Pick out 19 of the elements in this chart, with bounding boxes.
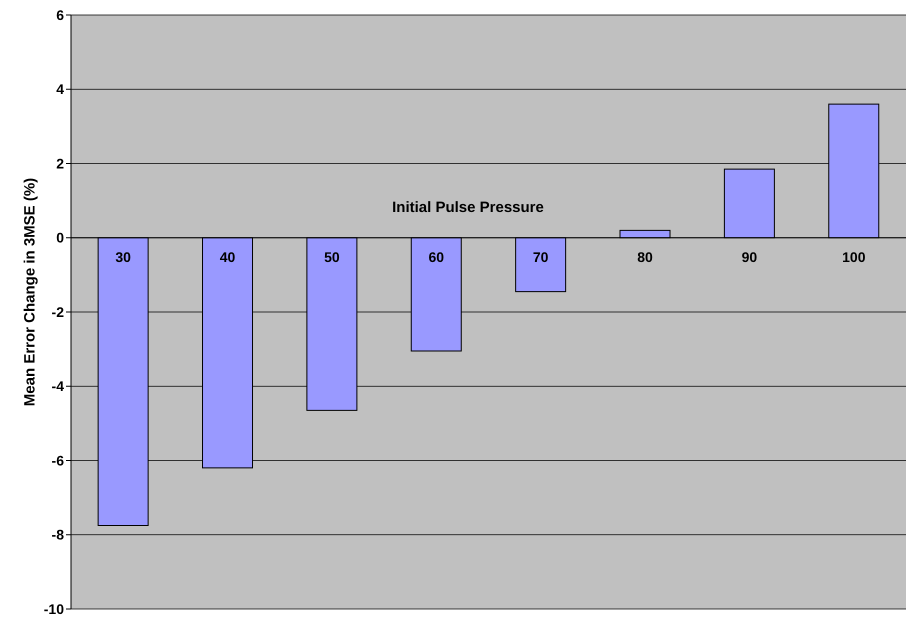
x-tick-label: 60 [428, 248, 444, 265]
y-tick-label: 0 [56, 230, 64, 246]
y-tick-label: -10 [44, 600, 64, 617]
x-axis-title: Initial Pulse Pressure [392, 198, 544, 216]
y-tick-label: -6 [52, 452, 64, 468]
y-tick-label: -4 [52, 378, 64, 394]
x-tick-label: 90 [742, 248, 758, 265]
y-tick-label: 6 [56, 6, 64, 23]
x-tick-label: 40 [220, 248, 236, 265]
x-tick-label: 100 [842, 248, 866, 265]
y-tick-label: 4 [56, 81, 64, 98]
x-tick-label: 80 [637, 248, 654, 265]
x-tick-label: 70 [532, 248, 549, 265]
x-tick-label: 50 [324, 248, 340, 265]
y-tick-label: -8 [52, 526, 64, 543]
x-tick-label: 30 [115, 248, 132, 265]
y-tick-label: 2 [56, 155, 64, 172]
y-axis-title: Mean Error Change in 3MSE (%) [22, 178, 38, 406]
y-tick-label: -2 [52, 304, 64, 320]
